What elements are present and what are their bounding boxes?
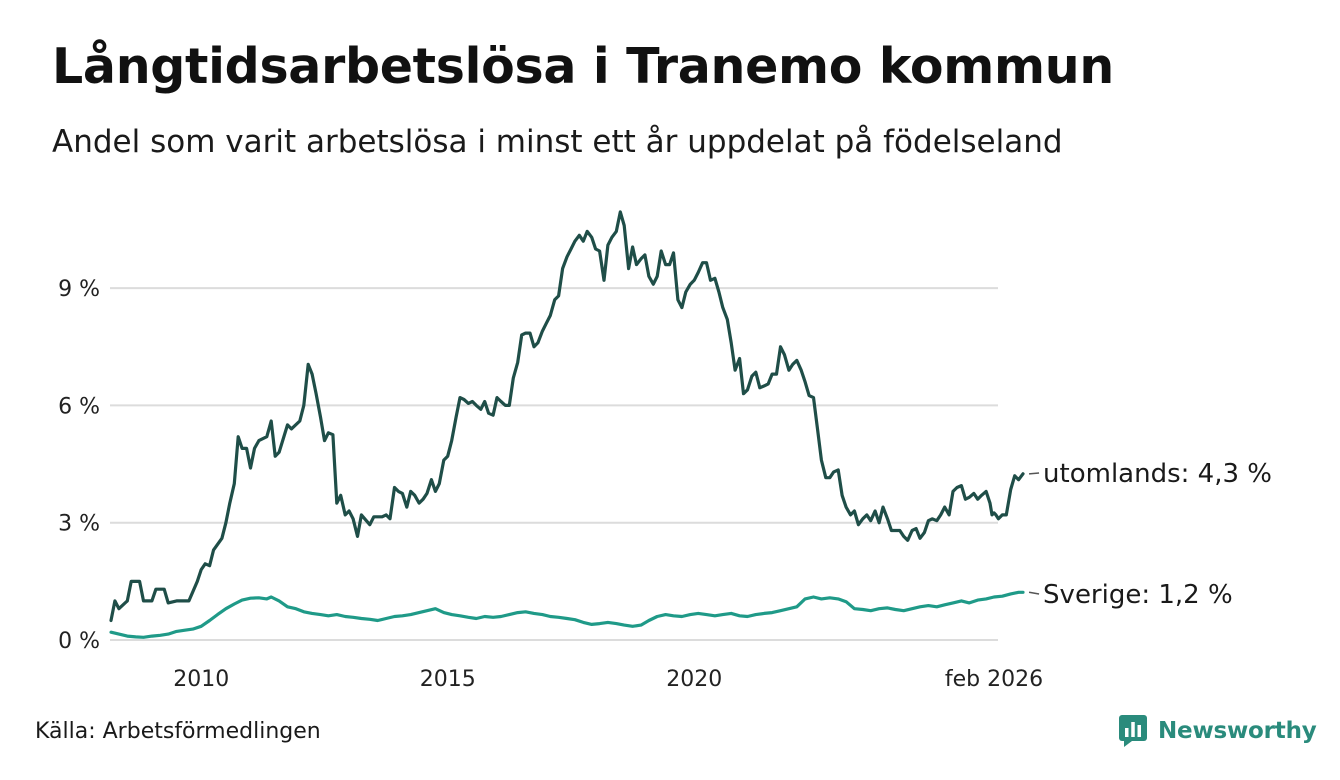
source-note: Källa: Arbetsförmedlingen	[35, 719, 321, 744]
x-tick-label: 2015	[420, 667, 476, 692]
brand-logo[interactable]: Newsworthy	[1118, 714, 1317, 748]
x-tick-label: 2010	[173, 667, 229, 692]
line-chart: 0 % 3 % 6 % 9 % 2010 2015 2020 feb 2026 utomla…	[58, 210, 1272, 692]
y-tick-label: 0 %	[58, 629, 100, 654]
chart-title: Långtidsarbetslösa i Tranemo kommun	[52, 38, 1114, 95]
series-label-connector	[1028, 591, 1040, 595]
series-line-sverige	[109, 590, 1025, 639]
series-line-utomlands	[109, 210, 1025, 623]
series-label-connector	[1028, 472, 1040, 475]
chart-subtitle: Andel som varit arbetslösa i minst ett å…	[52, 124, 1063, 160]
y-tick-label: 9 %	[58, 277, 100, 302]
x-tick-label: feb 2026	[945, 667, 1043, 692]
x-tick-label: 2020	[666, 667, 722, 692]
y-axis-ticks: 0 % 3 % 6 % 9 %	[58, 277, 100, 654]
series-lines	[109, 210, 1025, 639]
y-tick-label: 6 %	[58, 394, 100, 419]
x-axis-ticks: 2010 2015 2020 feb 2026	[173, 667, 1043, 692]
brand-name: Newsworthy	[1158, 718, 1317, 744]
series-end-label-utomlands: utomlands: 4,3 %	[1043, 459, 1272, 489]
newsworthy-logo-icon	[1119, 715, 1147, 747]
y-tick-label: 3 %	[58, 512, 100, 537]
grid-lines	[110, 287, 998, 641]
series-end-labels: utomlands: 4,3 % Sverige: 1,2 %	[1028, 459, 1272, 610]
series-end-label-sverige: Sverige: 1,2 %	[1043, 580, 1233, 610]
